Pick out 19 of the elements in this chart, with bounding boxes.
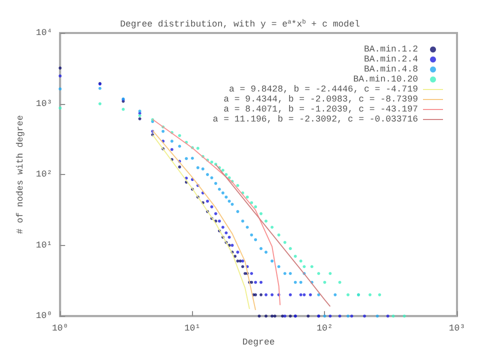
x-tick-label: 10⁰ bbox=[52, 324, 68, 334]
x-tick-label: 10¹ bbox=[184, 324, 201, 334]
legend-label: BA.min.1.2 bbox=[364, 44, 418, 54]
y-tick-label: 10⁴ bbox=[36, 28, 52, 38]
x-axis-title: Degree bbox=[242, 338, 275, 348]
legend-label: BA.min.2.4 bbox=[364, 54, 418, 64]
legend-label: a = 9.4344, b = -2.0983, c = -8.7399 bbox=[224, 94, 418, 104]
y-axis-title: # of nodes with degree bbox=[16, 115, 26, 234]
x-tick-label: 10³ bbox=[448, 324, 466, 334]
legend-label: a = 8.4071, b = -1.2039, c = -43.197 bbox=[224, 104, 418, 114]
y-tick-label: 10¹ bbox=[36, 240, 52, 250]
y-tick-label: 10⁰ bbox=[36, 311, 52, 322]
legend-label: a = 9.8428, b = -2.4446, c = -4.719 bbox=[228, 84, 418, 94]
y-tick-label: 10³ bbox=[36, 98, 52, 109]
y-tick-label: 10² bbox=[36, 170, 52, 180]
legend-label: BA.min.10.20 bbox=[353, 74, 418, 84]
legend-label: a = 11.196, b = -2.3092, c = -0.033716 bbox=[212, 114, 418, 124]
legend-label: BA.min.4.8 bbox=[364, 64, 418, 74]
x-tick-label: 10² bbox=[316, 324, 333, 334]
